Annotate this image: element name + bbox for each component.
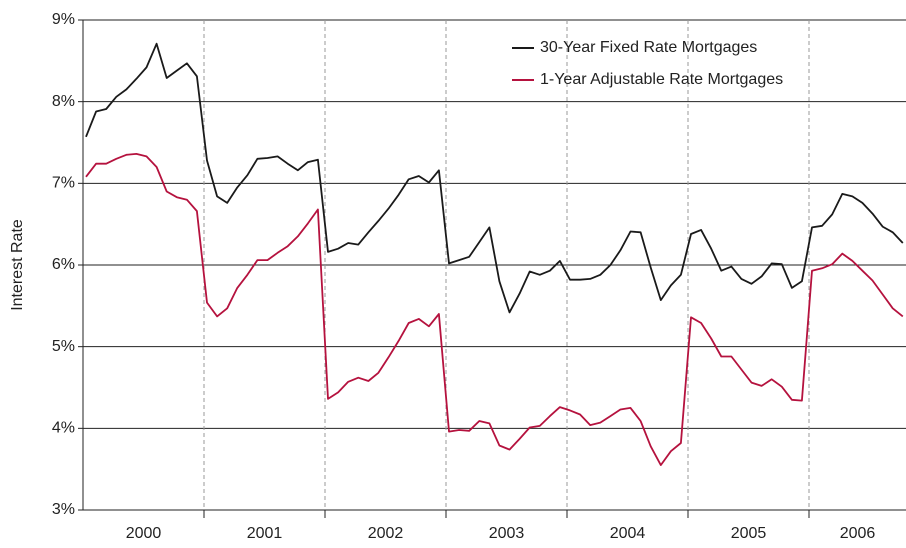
y-tick-label: 5%: [52, 338, 75, 355]
y-tick-label: 6%: [52, 256, 75, 273]
y-tick-label: 8%: [52, 93, 75, 110]
y-tick-label: 7%: [52, 175, 75, 192]
x-tick-label: 2005: [731, 525, 767, 542]
y-axis-label: Interest Rate: [9, 219, 26, 311]
y-tick-label: 9%: [52, 11, 75, 28]
legend-label: 1-Year Adjustable Rate Mortgages: [540, 71, 783, 88]
x-tick-label: 2002: [368, 525, 404, 542]
legend-label: 30-Year Fixed Rate Mortgages: [540, 39, 757, 56]
x-tick-label: 2001: [247, 525, 283, 542]
y-tick-label: 3%: [52, 501, 75, 518]
series-line: [85, 153, 904, 466]
x-tick-label: 2006: [840, 525, 876, 542]
series-line: [85, 42, 904, 314]
x-tick-label: 2004: [610, 525, 646, 542]
y-tick-label: 4%: [52, 420, 75, 437]
x-tick-label: 2003: [489, 525, 525, 542]
x-tick-label: 2000: [126, 525, 162, 542]
